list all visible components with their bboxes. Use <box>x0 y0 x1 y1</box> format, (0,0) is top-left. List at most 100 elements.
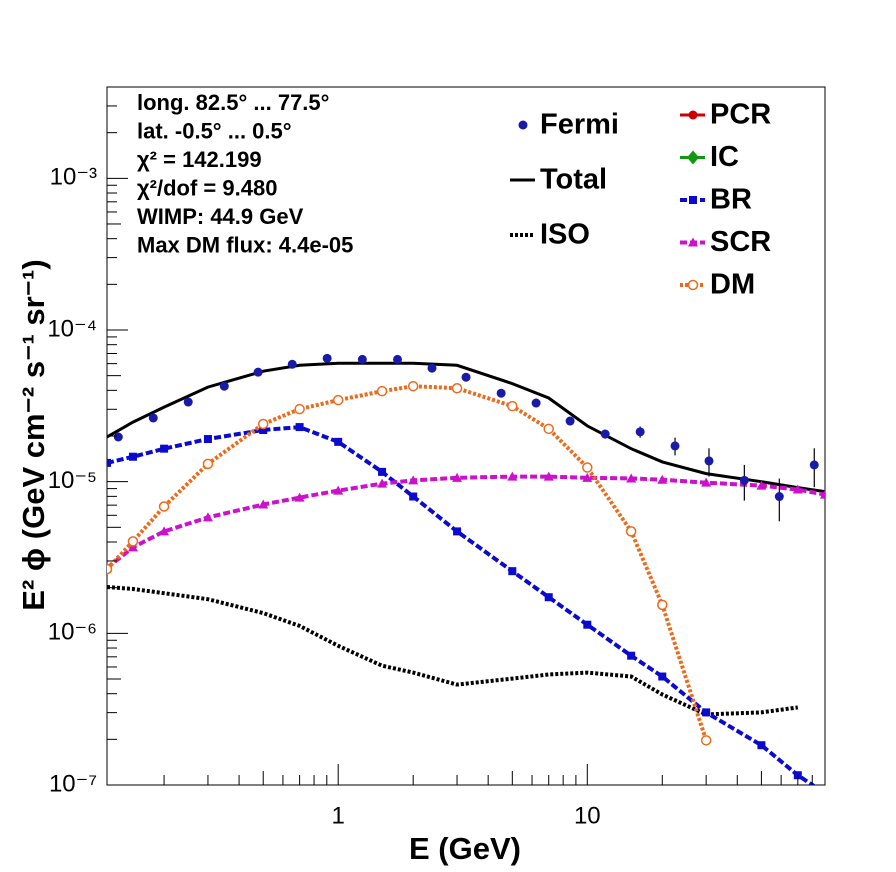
legend-label: Fermi <box>540 109 619 141</box>
marker <box>543 471 554 481</box>
marker <box>700 735 712 746</box>
marker <box>408 475 419 485</box>
legend-marker <box>689 196 697 204</box>
annotation: long. 82.5° ... 77.5° <box>137 90 329 115</box>
x-tick-label: 10 <box>574 802 601 829</box>
legend-label: BR <box>710 184 752 216</box>
marker <box>332 394 344 406</box>
marker <box>582 472 593 482</box>
marker <box>626 473 637 483</box>
legend-marker <box>518 120 528 130</box>
marker <box>376 385 388 397</box>
legend-label: SCR <box>710 226 771 258</box>
marker <box>257 418 269 430</box>
marker <box>409 492 418 501</box>
marker <box>600 429 610 439</box>
marker <box>820 489 825 499</box>
marker <box>219 381 229 391</box>
marker <box>160 444 169 453</box>
marker <box>657 599 668 611</box>
marker <box>657 474 668 484</box>
legend-marker <box>687 279 699 291</box>
series-line <box>107 585 799 717</box>
legend-marker <box>688 237 698 247</box>
legend-label: DM <box>710 269 755 301</box>
annotation: lat. -0.5° ... 0.5° <box>137 118 292 143</box>
marker <box>159 526 170 536</box>
marker <box>334 437 343 446</box>
marker <box>531 398 541 408</box>
y-tick-label: 10⁻⁵ <box>48 467 97 494</box>
marker <box>158 501 170 512</box>
marker <box>658 672 667 681</box>
y-tick-label: 10⁻⁴ <box>47 315 97 342</box>
annotation: Max DM flux: 4.4e-05 <box>137 232 353 257</box>
y-tick-label: 10⁻⁶ <box>48 619 97 646</box>
marker <box>625 526 637 537</box>
marker <box>183 397 193 407</box>
marker <box>635 427 645 437</box>
legend-label: Total <box>540 164 607 196</box>
marker <box>107 458 111 467</box>
marker <box>148 413 158 423</box>
marker <box>507 400 518 412</box>
annotation: WIMP: 44.9 GeV <box>137 204 304 229</box>
marker <box>774 492 784 502</box>
marker <box>113 432 123 442</box>
marker <box>704 456 714 466</box>
y-axis-title: E² ϕ (GeV cm⁻² s⁻¹ sr⁻¹) <box>16 259 51 610</box>
marker <box>407 380 419 392</box>
marker <box>127 536 139 547</box>
marker <box>253 367 263 377</box>
marker <box>322 353 332 363</box>
marker <box>202 458 214 470</box>
marker <box>496 388 506 398</box>
marker <box>583 620 592 629</box>
marker <box>543 423 554 435</box>
marker <box>508 567 517 576</box>
marker <box>107 563 113 575</box>
annotation: χ²/dof = 9.480 <box>137 175 277 200</box>
marker <box>670 441 680 451</box>
marker <box>258 499 269 509</box>
legend-label: IC <box>710 141 739 173</box>
y-tick-label: 10⁻⁷ <box>49 770 97 797</box>
marker <box>453 527 462 536</box>
marker <box>565 416 575 426</box>
marker <box>507 471 518 481</box>
marker <box>427 363 437 373</box>
marker <box>378 467 387 476</box>
marker <box>452 472 463 482</box>
series-line <box>107 361 825 494</box>
marker <box>544 593 553 602</box>
marker <box>792 484 803 494</box>
marker <box>203 435 212 444</box>
marker <box>294 492 305 502</box>
marker <box>333 485 344 495</box>
marker <box>757 741 766 750</box>
x-tick-label: 1 <box>332 802 345 829</box>
marker <box>756 480 767 490</box>
marker <box>451 382 463 394</box>
marker <box>392 354 402 364</box>
legend-label: PCR <box>710 99 771 131</box>
legend-marker <box>688 110 698 120</box>
annotation: χ² = 142.199 <box>137 147 262 172</box>
marker <box>259 426 268 435</box>
marker <box>627 651 636 660</box>
marker <box>701 477 712 487</box>
legend-marker <box>687 150 699 165</box>
marker <box>809 460 819 470</box>
marker <box>287 359 297 369</box>
series-line <box>107 384 709 741</box>
marker <box>202 512 213 522</box>
marker <box>377 478 388 488</box>
marker <box>702 708 711 717</box>
marker <box>739 475 749 485</box>
marker <box>294 403 305 415</box>
legend-label: ISO <box>540 219 590 251</box>
marker <box>128 452 137 461</box>
marker <box>582 462 593 473</box>
